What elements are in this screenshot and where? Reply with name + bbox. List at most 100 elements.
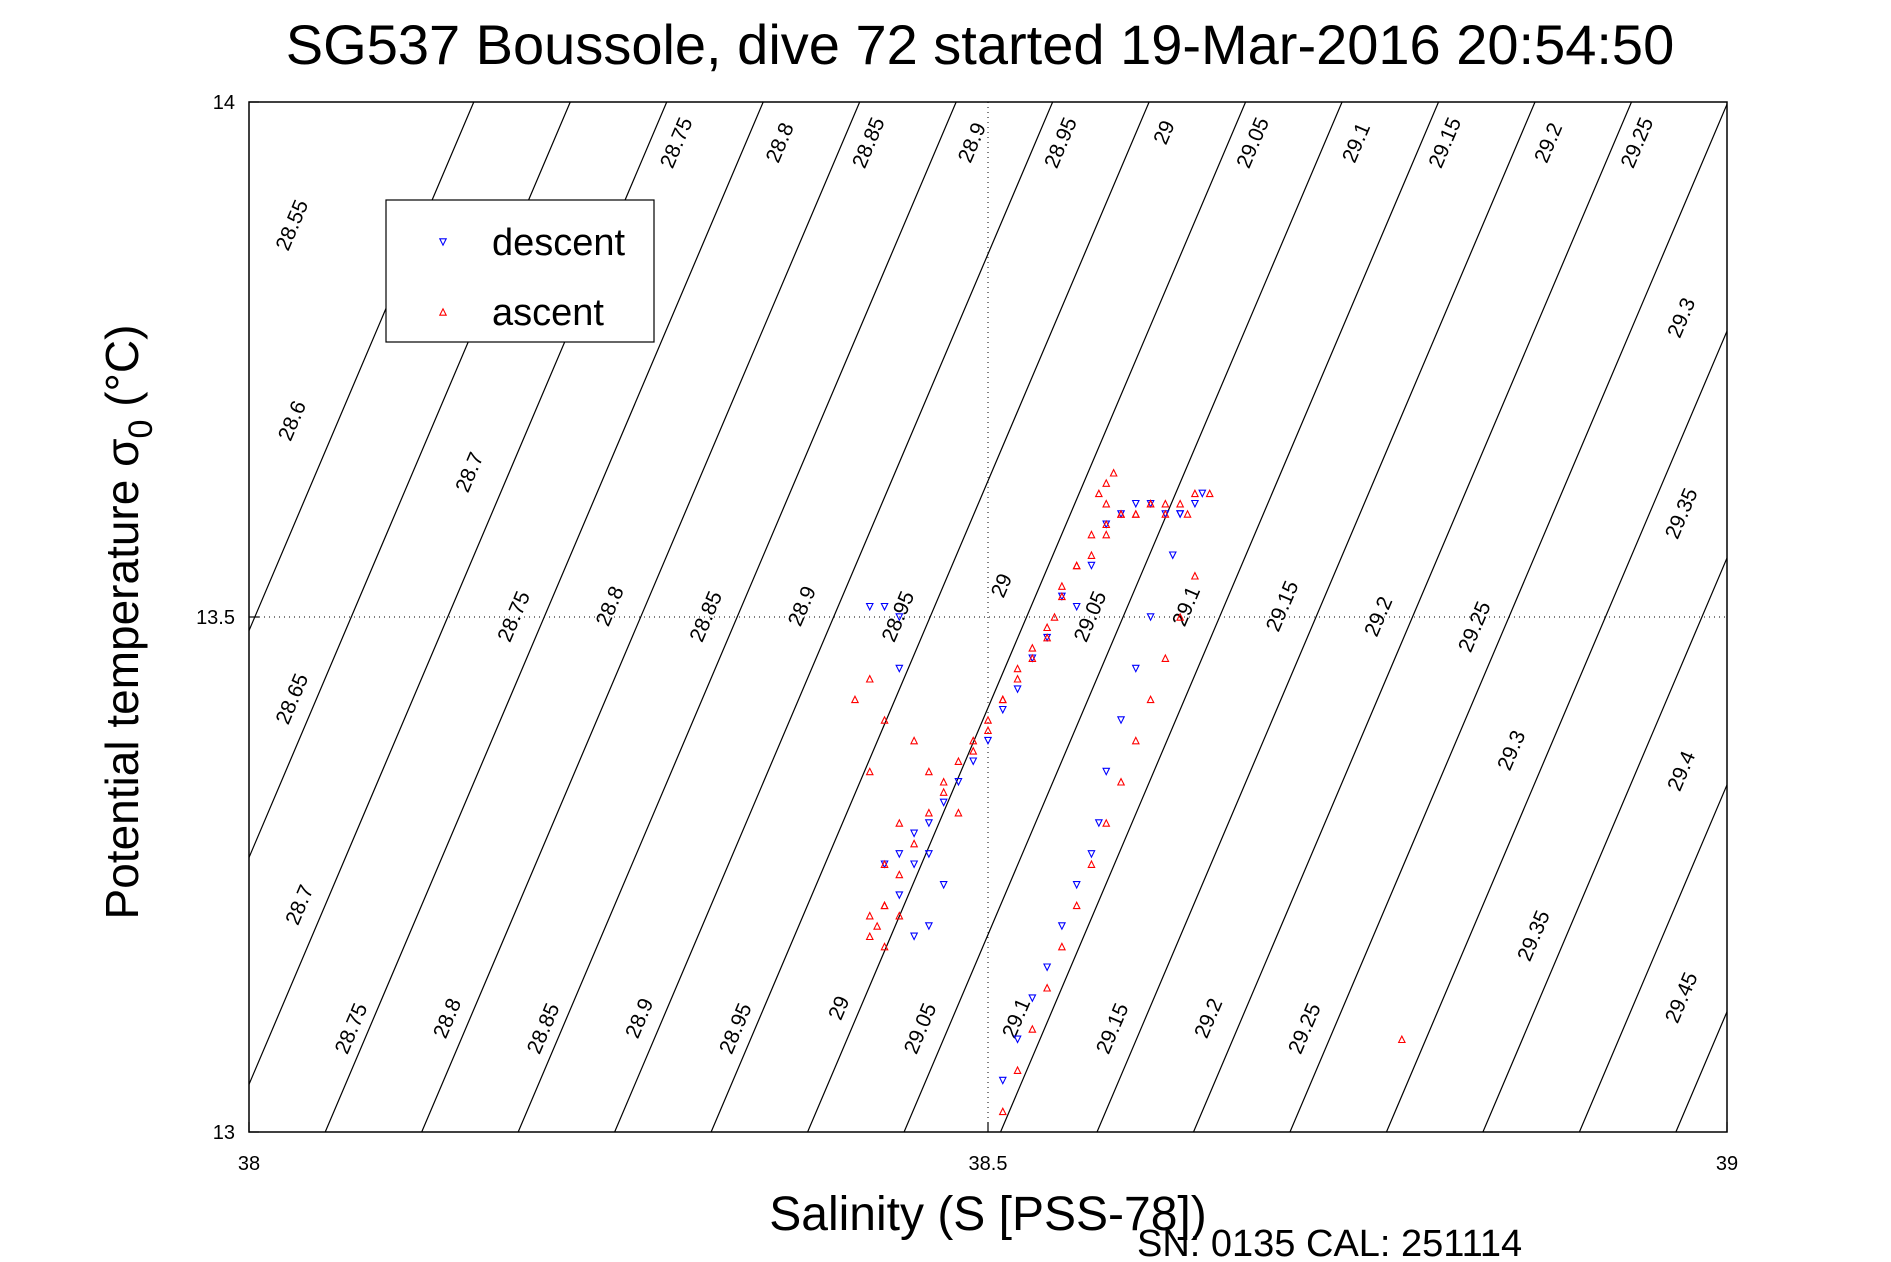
descent-point [1087,561,1096,570]
contour-line [806,102,1247,1132]
ascent-point [1028,643,1037,652]
descent-point [954,778,963,787]
x-tick-label: 38.5 [969,1153,1008,1175]
y-tick-label: 13 [213,1122,235,1144]
descent-point [998,705,1007,715]
contour-line [1385,329,1727,1132]
ascent-point [1109,468,1118,477]
ascent-point [1094,488,1103,498]
ascent-point [1057,581,1066,590]
ascent-point [1146,694,1155,704]
ascent-point [998,694,1007,704]
contour-line [324,102,764,1132]
legend-label-descent: descent [492,222,626,264]
ascent-point [850,694,860,704]
ascent-point [1087,550,1096,559]
y-axis-label-main: Potential temperature σ [96,438,148,919]
contour-line [421,102,861,1132]
ascent-point [1072,900,1081,910]
ascent-point [1116,509,1126,518]
ascent-point [1190,571,1200,580]
ascent-point [1146,499,1155,508]
data-points [850,468,1406,1116]
y-tick-label: 14 [213,92,235,114]
density-contours [249,102,1727,1132]
contour-line [517,102,957,1132]
ascent-point [1205,488,1214,498]
descent-point [1013,1035,1022,1044]
descent-point [1087,850,1096,859]
ascent-point [865,767,874,776]
contour-line [710,102,1150,1132]
contour-line [1096,102,1536,1132]
legend-label-ascent: ascent [492,292,604,334]
descent-point [880,602,889,612]
ascent-point [983,725,993,735]
ascent-point [1176,612,1185,621]
descent-point [895,891,904,900]
descent-point [1028,994,1037,1003]
ascent-point [1102,818,1111,827]
descent-point [1094,819,1103,828]
ascent-point [880,859,889,868]
ascent-point [969,746,978,755]
ascent-point [895,818,904,827]
ascent-point [873,921,882,930]
descent-point [1146,613,1155,622]
axis-ticks: 38 38.5 39 13 13.5 14 [196,92,1738,1175]
ascent-point [1161,653,1170,662]
descent-point [998,1076,1007,1085]
descent-point [983,736,993,746]
ascent-point [1102,478,1111,487]
grid-lines [249,102,1727,1132]
ascent-point [998,1106,1007,1116]
ascent-point [1013,674,1022,683]
descent-point [865,602,874,612]
contour-line [1578,783,1727,1132]
ascent-point [1043,983,1052,992]
ascent-point [954,756,963,765]
ascent-point [1176,499,1185,508]
descent-point [969,757,978,766]
descent-point [1131,499,1140,509]
descent-point [1102,767,1111,776]
contour-line [1482,556,1727,1132]
ascent-point [1028,1024,1037,1033]
ascent-point [1131,509,1140,518]
descent-point [1198,489,1207,498]
contour-line [1192,102,1633,1132]
ascent-point [1102,519,1111,529]
y-axis-label-subscript: 0 [122,420,160,439]
descent-point [1116,716,1126,725]
ascent-point [1116,777,1126,786]
y-axis-label: Potential temperature σ0 (°C) [96,325,160,920]
ascent-point [1087,530,1096,539]
descent-point [1176,510,1185,519]
legend-marker-ascent [438,307,448,316]
ascent-point [1057,591,1066,601]
y-tick-label: 13.5 [196,607,235,629]
descent-point [1190,499,1200,509]
ascent-point [1161,509,1170,518]
descent-point [924,922,933,931]
ascent-point [939,787,948,796]
contour-line [1675,1010,1727,1132]
ascent-point [880,715,889,724]
ascent-point [1131,736,1140,745]
y-axis-label-unit: (°C) [96,325,148,420]
footer-serial-cal: SN: 0135 CAL: 251114 [1137,1223,1522,1262]
ascent-point [910,839,919,848]
descent-point [1168,551,1177,560]
contour-line [903,102,1343,1132]
ascent-point [880,942,889,951]
descent-point [939,798,948,807]
contour-line [613,102,1054,1132]
descent-point [910,860,919,869]
ascent-point [939,777,948,786]
ascent-point [880,900,889,910]
x-tick-label: 38 [238,1153,260,1175]
x-axis-label: Salinity (S [PSS-78]) [769,1188,1206,1241]
ascent-point [865,931,874,941]
descent-point [1043,963,1052,972]
descent-point [910,932,919,941]
